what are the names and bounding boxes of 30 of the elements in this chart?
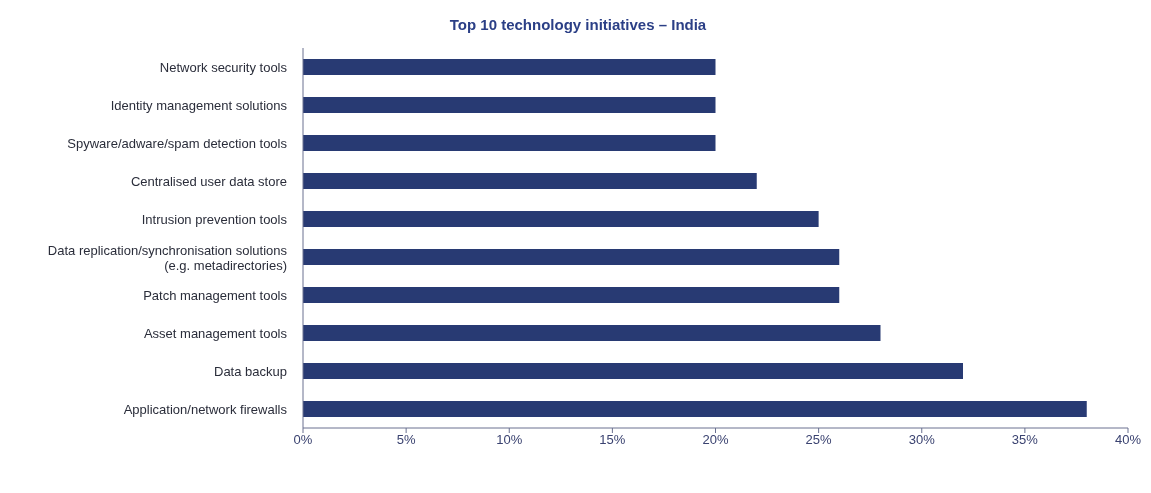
- bar: [303, 325, 881, 341]
- bar: [303, 401, 1087, 417]
- y-tick-label: Asset management tools: [143, 325, 288, 341]
- y-tick-label: Application/network firewalls: [123, 401, 288, 417]
- bar: [303, 249, 840, 265]
- x-tick-label: 30%: [908, 432, 936, 448]
- x-tick-label: 40%: [1114, 432, 1142, 448]
- bar: [303, 173, 757, 189]
- bar: [303, 211, 819, 227]
- y-tick-label: Data backup: [214, 363, 287, 379]
- y-tick-label: Patch management tools: [143, 287, 288, 303]
- x-tick-label: 35%: [1011, 432, 1039, 448]
- y-tick-label: Intrusion prevention tools: [141, 211, 288, 227]
- bar: [303, 363, 963, 379]
- chart-title: Top 10 technology initiatives – India: [449, 16, 707, 33]
- x-tick-label: 20%: [702, 432, 729, 448]
- y-tick-label: Data replication/synchronisation solutions (e.g. metadirectories): [47, 242, 288, 272]
- bar: [303, 135, 716, 151]
- y-tick-label: Spyware/adware/spam detection tools: [67, 135, 288, 151]
- bar: [303, 59, 716, 75]
- bar: [303, 287, 840, 303]
- x-tick-label: 10%: [496, 432, 523, 448]
- bar: [303, 97, 716, 113]
- y-tick-label: Identity management solutions: [110, 97, 288, 113]
- y-tick-label: Centralised user data store: [130, 173, 287, 189]
- y-tick-label: Network security tools: [159, 59, 288, 75]
- x-tick-label: 5%: [396, 432, 416, 448]
- x-tick-label: 15%: [599, 432, 626, 448]
- x-tick-label: 25%: [805, 432, 833, 448]
- x-tick-label: 0%: [293, 432, 313, 448]
